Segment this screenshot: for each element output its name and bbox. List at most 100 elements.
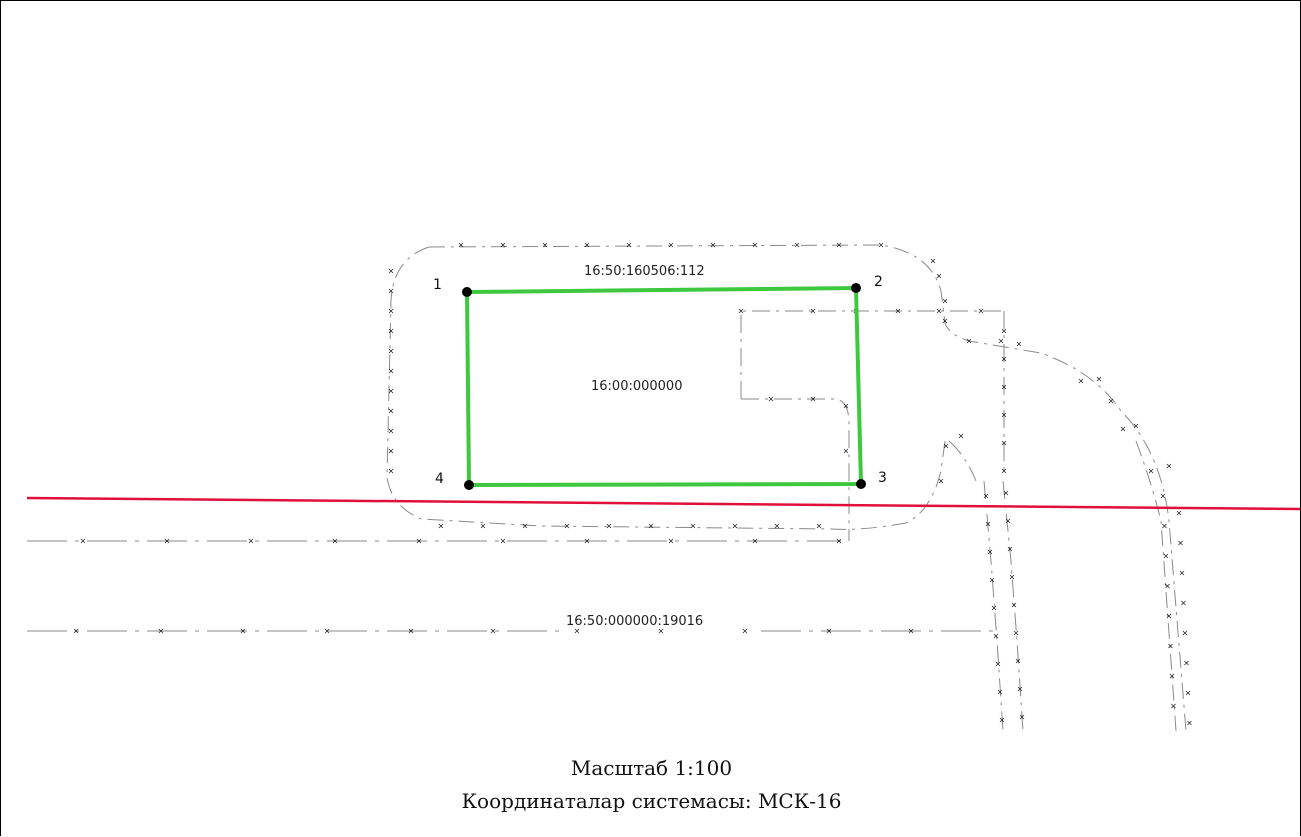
cross-mark: × [987, 548, 994, 557]
scale-caption: Масштаб 1:100 [570, 756, 733, 780]
cross-mark: × [1169, 672, 1176, 681]
cross-mark: × [878, 241, 885, 250]
cross-mark: × [1161, 522, 1168, 531]
vertex-point-1[interactable] [462, 287, 472, 297]
parcel-label-main: 16:50:160506:112 [584, 264, 705, 279]
cross-mark: × [983, 492, 990, 501]
cross-mark: × [1005, 517, 1012, 526]
cross-mark: × [1001, 355, 1008, 364]
cross-mark: × [1017, 685, 1024, 694]
cross-mark: × [388, 447, 395, 456]
cross-mark: × [164, 537, 171, 546]
cross-mark: × [690, 522, 697, 531]
cross-mark: × [668, 537, 675, 546]
cross-mark: × [388, 327, 395, 336]
parcel-label-road: 16:50:000000:19016 [566, 614, 703, 629]
cross-mark: × [1167, 642, 1174, 651]
cross-mark: × [985, 520, 992, 529]
cross-mark: × [626, 241, 633, 250]
cross-mark: × [500, 241, 507, 250]
cross-mark: × [1164, 582, 1171, 591]
cross-mark: × [843, 447, 850, 456]
cross-mark: × [1001, 327, 1008, 336]
vertex-point-2[interactable] [851, 283, 861, 293]
parcel-label-quarter: 16:00:000000 [591, 379, 682, 394]
cross-mark: × [1108, 397, 1115, 406]
cross-mark: × [1163, 552, 1170, 561]
cross-mark: × [752, 241, 759, 250]
cross-mark: × [388, 307, 395, 316]
coordinate-system-caption: Координаталар системасы: МСК-16 [461, 789, 842, 813]
cross-mark: × [1148, 467, 1155, 476]
cross-mark: × [1170, 702, 1177, 711]
cross-mark: × [388, 267, 395, 276]
cross-mark: × [942, 317, 949, 326]
cross-mark: × [388, 287, 395, 296]
cross-mark: × [606, 522, 613, 531]
cross-mark: × [408, 627, 415, 636]
cross-mark: × [908, 627, 915, 636]
cross-mark: × [895, 307, 902, 316]
cross-mark: × [73, 627, 80, 636]
cross-mark: × [1166, 612, 1173, 621]
cross-mark: × [1179, 569, 1186, 578]
cross-mark: × [388, 427, 395, 436]
corridor-left [948, 311, 1024, 732]
vertex-markers: × × × × × × × × × × × × × × × × × × × × × × × × × × × × × × × × × × × × × × × ×… [73, 241, 1193, 728]
cross-mark: × [942, 297, 949, 306]
cross-mark: × [438, 522, 445, 531]
cross-mark: × [416, 537, 423, 546]
cross-mark: × [995, 660, 1002, 669]
cross-mark: × [1013, 629, 1020, 638]
cross-mark: × [658, 627, 665, 636]
cross-mark: × [774, 522, 781, 531]
cross-mark: × [997, 688, 1004, 697]
cross-mark: × [240, 627, 247, 636]
cross-mark: × [522, 522, 529, 531]
cross-mark: × [1133, 422, 1140, 431]
vertex-point-4[interactable] [464, 480, 474, 490]
cross-mark: × [999, 716, 1006, 725]
cross-mark: × [836, 537, 843, 546]
map-canvas[interactable]: × × × × × × × × × × × × × × × × × × × × × × × × × × × × × × × × × × × × × × × ×… [27, 39, 1300, 739]
cross-mark: × [1185, 689, 1192, 698]
cross-mark: × [1180, 599, 1187, 608]
cross-mark: × [1078, 377, 1085, 386]
cross-mark: × [998, 337, 1005, 346]
cross-mark: × [584, 537, 591, 546]
cross-mark: × [1019, 713, 1026, 722]
cross-mark: × [710, 241, 717, 250]
cross-mark: × [732, 522, 739, 531]
cross-mark: × [388, 407, 395, 416]
cross-mark: × [574, 627, 581, 636]
cross-mark: × [388, 387, 395, 396]
cross-mark: × [1182, 629, 1189, 638]
cross-mark: × [1003, 489, 1010, 498]
cross-mark: × [816, 522, 823, 531]
cross-mark: × [542, 241, 549, 250]
cross-mark: × [836, 241, 843, 250]
cross-mark: × [1001, 439, 1008, 448]
cross-mark: × [388, 467, 395, 476]
vertex-label-4: 4 [435, 471, 444, 487]
vertex-label-2: 2 [874, 274, 883, 290]
cross-mark: × [332, 537, 339, 546]
cross-mark: × [1001, 383, 1008, 392]
cross-mark: × [989, 576, 996, 585]
cross-mark: × [1177, 539, 1184, 548]
cross-mark: × [938, 477, 945, 486]
cross-mark: × [1120, 425, 1127, 434]
cross-mark: × [936, 307, 943, 316]
cadastral-map[interactable]: × × × × × × × × × × × × × × × × × × × × × × × × × × × × × × × × × × × × × × × ×… [27, 39, 1300, 739]
cross-mark: × [1016, 340, 1023, 349]
cross-mark: × [966, 337, 973, 346]
cross-mark: × [1176, 509, 1183, 518]
cross-mark: × [324, 627, 331, 636]
vertex-label-3: 3 [878, 470, 887, 486]
cross-mark: × [1186, 719, 1193, 728]
cross-mark: × [584, 241, 591, 250]
cross-mark: × [993, 632, 1000, 641]
cross-mark: × [794, 241, 801, 250]
cross-mark: × [1011, 601, 1018, 610]
vertex-point-3[interactable] [856, 479, 866, 489]
